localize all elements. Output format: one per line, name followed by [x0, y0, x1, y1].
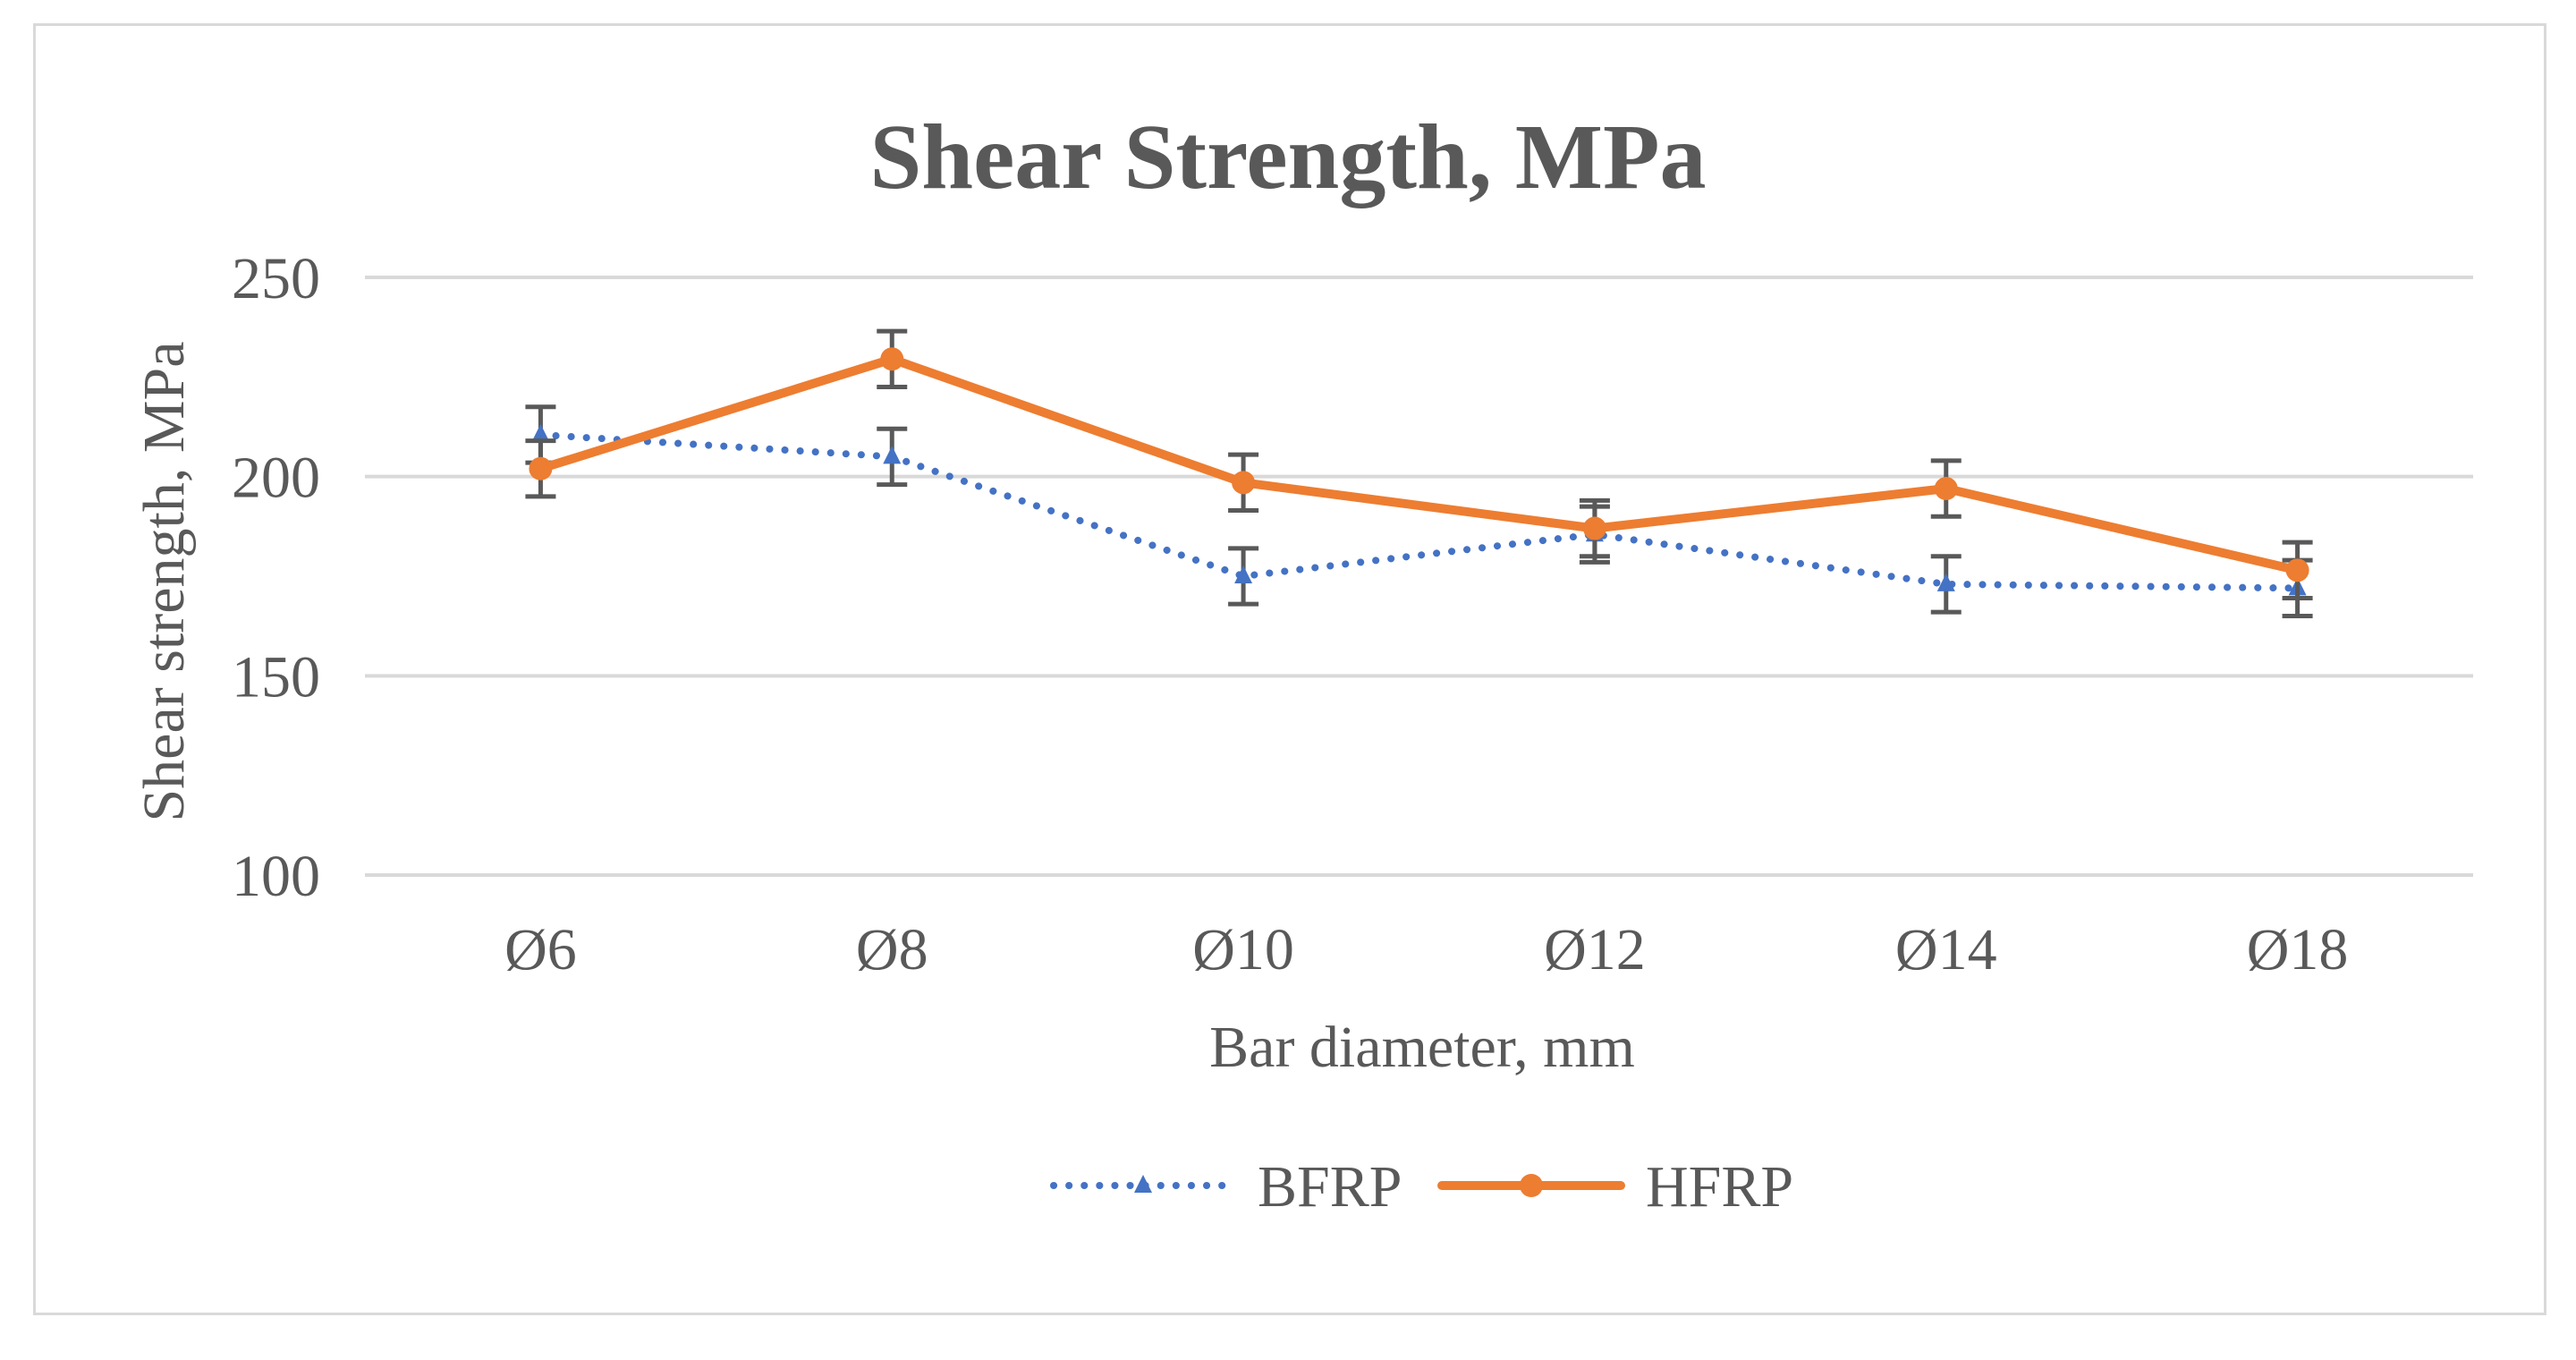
data-point-hfrp [1934, 477, 1958, 501]
legend-item-hfrp: HFRP [1437, 1154, 1793, 1220]
x-axis-tick-labels: Ø6 Ø8 Ø10 Ø12 Ø14 Ø18 [504, 917, 2348, 982]
data-point-hfrp [529, 456, 553, 480]
y-tick-label-100: 100 [232, 844, 320, 909]
x-tick-label: Ø10 [1192, 917, 1294, 982]
x-tick-label: Ø12 [1544, 917, 1646, 982]
x-tick-label: Ø8 [856, 917, 928, 982]
data-point-hfrp [1582, 516, 1606, 540]
legend-marker-bfrp [1134, 1175, 1152, 1193]
chart-frame [33, 23, 2546, 1315]
x-axis-title: Bar diameter, mm [1209, 1015, 1635, 1080]
series-line-bfrp [537, 430, 2301, 592]
data-point-hfrp [880, 347, 904, 371]
y-axis-tick-labels: 100 150 200 250 [232, 246, 320, 909]
legend-label-hfrp: HFRP [1646, 1154, 1793, 1220]
series-layer [525, 328, 2313, 619]
y-tick-label-200: 200 [232, 446, 320, 511]
legend-marker-hfrp [1520, 1174, 1543, 1197]
x-tick-label: Ø18 [2247, 917, 2349, 982]
y-tick-label-250: 250 [232, 246, 320, 311]
y-axis-title: Shear strength, MPa [131, 341, 197, 821]
data-point-bfrp [1936, 573, 1955, 591]
series-line-hfrp [536, 354, 2302, 575]
x-tick-label: Ø14 [1895, 917, 1997, 982]
data-point-bfrp [531, 423, 550, 442]
data-point-bfrp [883, 446, 902, 464]
legend: BFRP HFRP [1050, 1154, 1793, 1220]
data-point-bfrp [1234, 565, 1253, 583]
series-hfrp [525, 328, 2313, 600]
gridlines [365, 276, 2473, 877]
chart-title: Shear Strength, MPa [869, 106, 1706, 208]
x-tick-label: Ø6 [504, 917, 577, 982]
data-point-hfrp [1232, 471, 1256, 495]
legend-label-bfrp: BFRP [1258, 1154, 1402, 1220]
data-point-hfrp [2285, 558, 2309, 582]
legend-item-bfrp: BFRP [1050, 1154, 1402, 1220]
y-tick-label-150: 150 [232, 644, 320, 710]
